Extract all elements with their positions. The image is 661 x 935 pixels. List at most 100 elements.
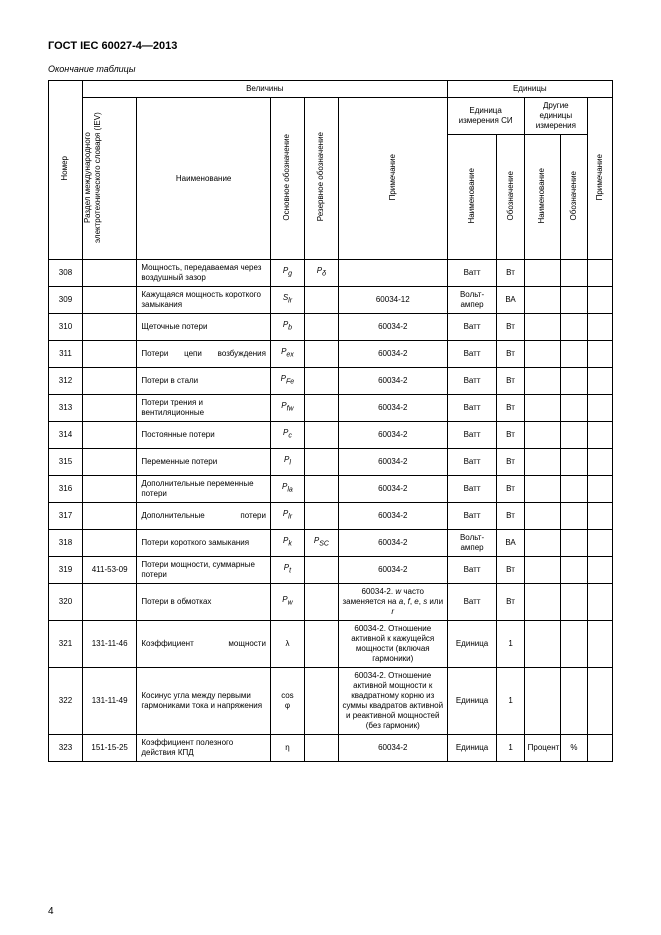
cell-note: 60034-2 <box>338 422 447 449</box>
cell-iev <box>82 260 136 287</box>
cell-last-prim <box>588 395 613 422</box>
cell-other-sym <box>560 476 587 503</box>
cell-unit-sym: Вт <box>497 395 524 422</box>
cell-other-sym <box>560 341 587 368</box>
cell-num: 323 <box>49 735 83 762</box>
cell-other-sym: % <box>560 735 587 762</box>
cell-sym1: Plr <box>270 503 304 530</box>
cell-iev <box>82 476 136 503</box>
table-row: 314Постоянные потериPc60034-2ВаттВт <box>49 422 613 449</box>
cell-num: 321 <box>49 621 83 668</box>
cell-last-prim <box>588 668 613 735</box>
cell-num: 310 <box>49 314 83 341</box>
cell-note: 60034-2 <box>338 735 447 762</box>
cell-num: 313 <box>49 395 83 422</box>
cell-iev <box>82 395 136 422</box>
cell-other-name <box>524 341 560 368</box>
cell-sym2 <box>304 395 338 422</box>
cell-name: Потери в обмотках <box>137 584 271 621</box>
cell-unit-name: Единица <box>447 668 497 735</box>
cell-last-prim <box>588 287 613 314</box>
hdr-si: Единица измерения СИ <box>447 98 524 135</box>
cell-unit-name: Единица <box>447 735 497 762</box>
cell-other-sym <box>560 314 587 341</box>
cell-num: 315 <box>49 449 83 476</box>
cell-other-name <box>524 557 560 584</box>
cell-unit-name: Ватт <box>447 584 497 621</box>
cell-name: Кажущаяся мощность короткого замыкания <box>137 287 271 314</box>
cell-sym1: η <box>270 735 304 762</box>
cell-unit-name: Ватт <box>447 503 497 530</box>
cell-note: 60034-2 <box>338 449 447 476</box>
cell-sym2: PSC <box>304 530 338 557</box>
cell-other-sym <box>560 557 587 584</box>
hdr-name: Наименование <box>137 98 271 260</box>
cell-unit-name: Единица <box>447 621 497 668</box>
cell-note: 60034-2. w часто заменяется на a, f, e, … <box>338 584 447 621</box>
cell-unit-sym: Вт <box>497 422 524 449</box>
cell-sym2 <box>304 584 338 621</box>
table-caption: Окончание таблицы <box>48 64 613 74</box>
table-row: 311Потери цепи возбужденияPex60034-2Ватт… <box>49 341 613 368</box>
cell-other-name <box>524 449 560 476</box>
cell-unit-sym: Вт <box>497 503 524 530</box>
cell-last-prim <box>588 621 613 668</box>
cell-other-name <box>524 476 560 503</box>
cell-sym2 <box>304 368 338 395</box>
table-row: 317Дополнительные потериPlr60034-2ВаттВт <box>49 503 613 530</box>
cell-name: Потери в стали <box>137 368 271 395</box>
cell-name: Потери короткого замыкания <box>137 530 271 557</box>
cell-note: 60034-2 <box>338 476 447 503</box>
hdr-velichiny: Величины <box>82 81 447 98</box>
table-row: 308Мощность, передаваемая через воздушны… <box>49 260 613 287</box>
cell-last-prim <box>588 449 613 476</box>
cell-sym1: Pc <box>270 422 304 449</box>
table-row: 320Потери в обмоткахPw60034-2. w часто з… <box>49 584 613 621</box>
cell-unit-name: Вольт-ампер <box>447 287 497 314</box>
cell-iev: 131-11-49 <box>82 668 136 735</box>
cell-iev <box>82 422 136 449</box>
cell-name: Переменные потери <box>137 449 271 476</box>
cell-unit-sym: Вт <box>497 449 524 476</box>
standards-table: Номер Величины Единицы Раздел международ… <box>48 80 613 762</box>
cell-sym1: Pw <box>270 584 304 621</box>
table-row: 315 Переменные потериPl 60034-2ВаттВт <box>49 449 613 476</box>
cell-unit-name: Ватт <box>447 557 497 584</box>
cell-sym1: Slr <box>270 287 304 314</box>
cell-unit-sym: Вт <box>497 368 524 395</box>
cell-unit-sym: 1 <box>497 735 524 762</box>
cell-other-name <box>524 668 560 735</box>
cell-unit-sym: Вт <box>497 260 524 287</box>
cell-note: 60034-2 <box>338 503 447 530</box>
cell-num: 311 <box>49 341 83 368</box>
cell-last-prim <box>588 530 613 557</box>
cell-sym1: Pk <box>270 530 304 557</box>
table-row: 312Потери в сталиPFe60034-2ВаттВт <box>49 368 613 395</box>
cell-iev <box>82 341 136 368</box>
cell-last-prim <box>588 422 613 449</box>
cell-sym2 <box>304 422 338 449</box>
cell-unit-name: Ватт <box>447 260 497 287</box>
cell-name: Коэффициент мощности <box>137 621 271 668</box>
cell-iev <box>82 530 136 557</box>
cell-unit-sym: Вт <box>497 341 524 368</box>
cell-sym1: Pl <box>270 449 304 476</box>
cell-note: 60034-2 <box>338 314 447 341</box>
cell-unit-name: Ватт <box>447 449 497 476</box>
cell-other-name <box>524 287 560 314</box>
cell-other-sym <box>560 395 587 422</box>
cell-unit-name: Ватт <box>447 341 497 368</box>
table-row: 313Потери трения и вентиляционныеPfw6003… <box>49 395 613 422</box>
cell-num: 318 <box>49 530 83 557</box>
cell-name: Потери мощности, суммарные потери <box>137 557 271 584</box>
cell-num: 317 <box>49 503 83 530</box>
cell-name: Щеточные потери <box>137 314 271 341</box>
cell-unit-sym: ВА <box>497 287 524 314</box>
cell-other-name <box>524 621 560 668</box>
cell-other-sym <box>560 449 587 476</box>
cell-sym2 <box>304 668 338 735</box>
cell-sym2 <box>304 557 338 584</box>
cell-unit-name: Вольт-ампер <box>447 530 497 557</box>
hdr-o-name: Наименование <box>524 135 560 260</box>
cell-iev <box>82 287 136 314</box>
